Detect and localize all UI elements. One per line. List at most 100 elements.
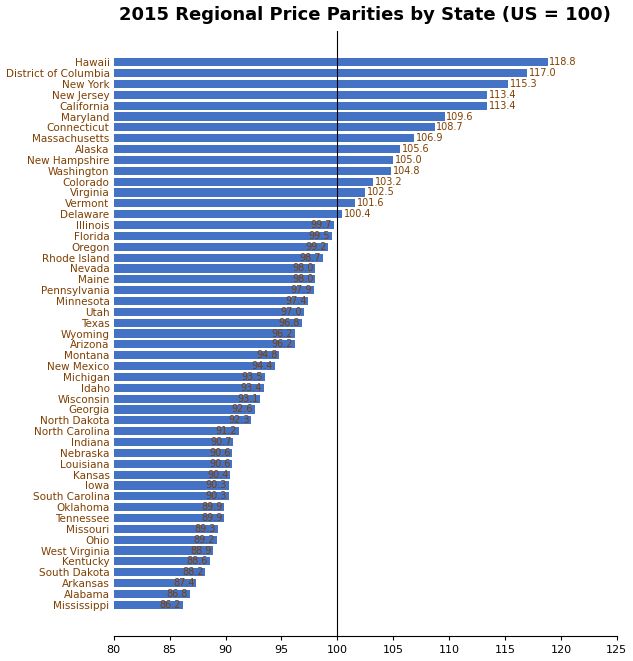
Text: 98.0: 98.0	[292, 274, 313, 284]
Text: 93.1: 93.1	[237, 394, 258, 404]
Title: 2015 Regional Price Parities by State (US = 100): 2015 Regional Price Parities by State (U…	[120, 5, 611, 24]
Text: 105.0: 105.0	[395, 155, 423, 165]
Text: 113.4: 113.4	[489, 100, 517, 110]
Bar	[114, 275, 315, 284]
Text: 102.5: 102.5	[367, 188, 395, 198]
Bar	[114, 395, 260, 403]
Bar	[114, 384, 263, 392]
Text: 103.2: 103.2	[375, 176, 403, 186]
Bar	[114, 199, 355, 208]
Text: 99.7: 99.7	[311, 220, 332, 230]
Bar	[114, 416, 251, 424]
Bar	[114, 340, 295, 348]
Text: 92.3: 92.3	[228, 415, 249, 425]
Bar	[114, 351, 279, 360]
Bar	[114, 91, 487, 99]
Text: 90.7: 90.7	[210, 437, 232, 447]
Text: 104.8: 104.8	[392, 166, 420, 176]
Text: 88.9: 88.9	[190, 545, 211, 555]
Bar	[114, 286, 314, 294]
Bar	[114, 297, 308, 305]
Bar	[114, 449, 232, 457]
Bar	[114, 557, 210, 565]
Bar	[114, 112, 445, 120]
Bar	[114, 503, 225, 511]
Text: 96.2: 96.2	[272, 329, 293, 338]
Bar	[114, 405, 254, 414]
Bar	[114, 145, 400, 153]
Text: 115.3: 115.3	[510, 79, 537, 89]
Bar	[114, 308, 304, 316]
Text: 97.0: 97.0	[280, 307, 302, 317]
Bar	[114, 492, 229, 500]
Bar	[114, 590, 190, 598]
Bar	[114, 69, 527, 77]
Text: 88.2: 88.2	[182, 567, 204, 577]
Text: 113.4: 113.4	[489, 90, 517, 100]
Text: 100.4: 100.4	[344, 209, 371, 219]
Text: 89.9: 89.9	[201, 513, 223, 523]
Text: 89.2: 89.2	[194, 535, 215, 545]
Text: 109.6: 109.6	[446, 112, 474, 122]
Text: 108.7: 108.7	[436, 122, 464, 132]
Text: 118.8: 118.8	[549, 58, 577, 67]
Text: 89.3: 89.3	[195, 524, 216, 534]
Bar	[114, 373, 265, 381]
Bar	[114, 80, 508, 88]
Bar	[114, 134, 415, 142]
Text: 89.9: 89.9	[201, 502, 223, 512]
Bar	[114, 579, 196, 587]
Text: 106.9: 106.9	[416, 134, 444, 143]
Bar	[114, 438, 234, 446]
Bar	[114, 156, 393, 164]
Bar	[114, 362, 275, 370]
Bar	[114, 525, 218, 533]
Text: 90.6: 90.6	[209, 448, 230, 458]
Text: 90.4: 90.4	[207, 469, 229, 480]
Bar	[114, 124, 435, 132]
Text: 94.4: 94.4	[252, 361, 273, 371]
Text: 93.5: 93.5	[242, 372, 263, 382]
Text: 99.5: 99.5	[308, 231, 330, 241]
Text: 96.8: 96.8	[279, 318, 300, 328]
Text: 105.6: 105.6	[402, 144, 429, 154]
Bar	[114, 188, 365, 196]
Bar	[114, 471, 230, 479]
Text: 93.4: 93.4	[241, 383, 262, 393]
Bar	[114, 178, 373, 186]
Text: 86.2: 86.2	[160, 600, 182, 610]
Text: 90.3: 90.3	[206, 491, 227, 501]
Bar	[114, 254, 323, 262]
Text: 101.6: 101.6	[357, 198, 384, 208]
Bar	[114, 221, 334, 229]
Bar	[114, 535, 216, 544]
Text: 94.8: 94.8	[256, 350, 277, 360]
Text: 97.9: 97.9	[291, 285, 312, 295]
Text: 87.4: 87.4	[173, 578, 195, 588]
Text: 98.7: 98.7	[299, 253, 321, 262]
Text: 88.6: 88.6	[187, 557, 208, 566]
Text: 97.4: 97.4	[285, 296, 306, 306]
Bar	[114, 243, 329, 251]
Bar	[114, 210, 342, 218]
Bar	[114, 319, 301, 327]
Bar	[114, 58, 548, 66]
Bar	[114, 459, 232, 468]
Bar	[114, 427, 239, 436]
Bar	[114, 329, 295, 338]
Bar	[114, 264, 315, 272]
Text: 98.0: 98.0	[292, 264, 313, 274]
Bar	[114, 547, 213, 555]
Text: 91.2: 91.2	[216, 426, 237, 436]
Text: 92.6: 92.6	[232, 405, 253, 414]
Bar	[114, 514, 225, 522]
Text: 117.0: 117.0	[529, 68, 557, 78]
Bar	[114, 601, 183, 609]
Bar	[114, 232, 332, 240]
Bar	[114, 568, 206, 576]
Bar	[114, 481, 229, 490]
Bar	[114, 167, 391, 175]
Text: 90.6: 90.6	[209, 459, 230, 469]
Bar	[114, 102, 487, 110]
Text: 99.2: 99.2	[305, 242, 327, 252]
